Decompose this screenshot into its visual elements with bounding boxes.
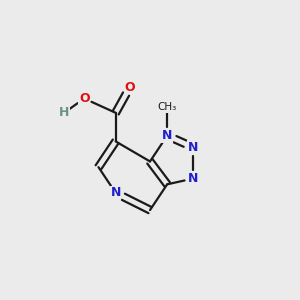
Text: N: N bbox=[188, 172, 198, 185]
Text: CH₃: CH₃ bbox=[158, 102, 177, 112]
Text: N: N bbox=[110, 186, 121, 200]
Text: O: O bbox=[79, 92, 89, 105]
Text: H: H bbox=[59, 106, 69, 119]
Text: O: O bbox=[125, 81, 135, 94]
Text: N: N bbox=[162, 129, 172, 142]
Text: N: N bbox=[188, 141, 198, 154]
